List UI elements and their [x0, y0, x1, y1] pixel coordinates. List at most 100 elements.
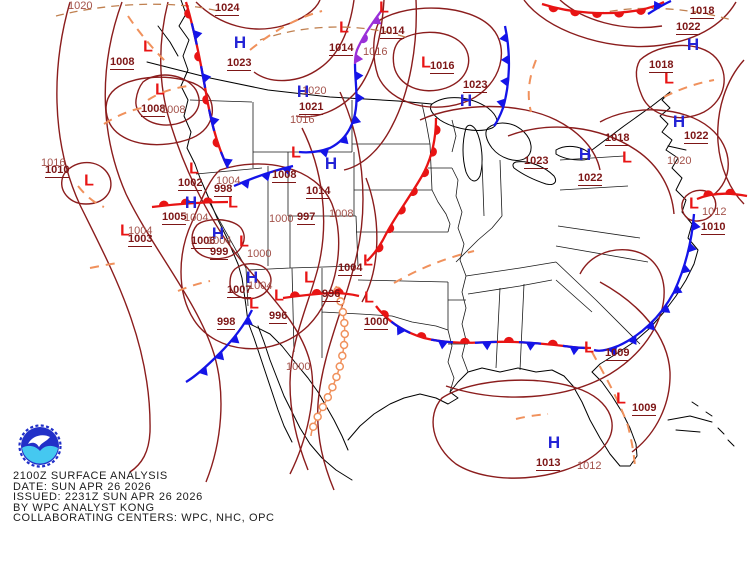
- front-pip-triangle: [437, 340, 448, 350]
- front-pip-semicircle: [635, 8, 646, 15]
- front-cold: [647, 0, 672, 15]
- front-pip-triangle: [660, 304, 671, 313]
- front-pip-triangle: [355, 71, 364, 81]
- isobar-line: [392, 31, 470, 92]
- isobar-line: [419, 105, 601, 171]
- front-pip-semicircle: [202, 197, 213, 203]
- analysis-line-1: 2100Z SURFACE ANALYSIS: [13, 470, 168, 482]
- front-pip-triangle: [339, 135, 349, 145]
- front-line: [593, 213, 696, 352]
- trough-line: [147, 85, 189, 101]
- front-line: [282, 291, 360, 300]
- dryline-scallop: [332, 372, 341, 382]
- analysis-line-2: DATE: SUN APR 26 2026: [13, 480, 152, 493]
- front-pip-semicircle: [202, 94, 209, 105]
- front-pip-triangle: [223, 158, 233, 168]
- isobar-line: [559, 0, 663, 29]
- front-pip-semicircle: [386, 223, 395, 234]
- isobar-line: [56, 1, 151, 473]
- long-island: [667, 145, 687, 151]
- front-pip-triangle: [496, 98, 506, 109]
- front-cold: [185, 309, 254, 383]
- front-pip-triangle: [525, 342, 536, 351]
- front-cold: [493, 25, 511, 127]
- front-pip-triangle: [607, 346, 618, 356]
- isobar-line: [253, 0, 355, 82]
- isobar-line: [432, 379, 613, 479]
- isobar-line: [361, 177, 378, 303]
- front-pip-semicircle: [311, 289, 322, 295]
- isobar-line: [104, 1, 222, 483]
- troughs-layer: [77, 10, 715, 468]
- front-pip-semicircle: [212, 137, 220, 148]
- dryline-scallop: [338, 307, 348, 317]
- coastline-gulf-california: [257, 325, 353, 481]
- front-pip-triangle: [500, 76, 509, 87]
- isobar-line: [195, 0, 321, 30]
- front-pip-triangle: [372, 15, 382, 25]
- front-pip-triangle: [230, 334, 240, 344]
- front-pip-triangle: [500, 54, 509, 65]
- dryline-scallop: [335, 362, 345, 371]
- coastline-gulf: [347, 367, 483, 441]
- front-pip-triangle: [214, 351, 225, 361]
- lake-michigan: [462, 124, 483, 182]
- dryline-scallop: [340, 329, 350, 339]
- front-pip-semicircle: [398, 205, 406, 215]
- front-pip-triangle: [281, 166, 292, 176]
- front-pip-triangle: [193, 30, 203, 40]
- isobar-line: [180, 163, 340, 350]
- isobar-line: [61, 161, 112, 205]
- noaa-gull-icon: [28, 435, 50, 447]
- front-pip-triangle: [354, 53, 364, 64]
- front-stationary: [375, 305, 592, 356]
- front-pip-triangle: [210, 116, 220, 127]
- front-pip-semicircle: [410, 186, 418, 197]
- front-pip-semicircle: [725, 188, 736, 195]
- front-pip-semicircle: [703, 190, 714, 197]
- front-pip-semicircle: [570, 10, 581, 17]
- isobar-line: [229, 263, 272, 300]
- isobar-line-dashed: [259, 26, 409, 41]
- isobar-line-dashed: [595, 7, 733, 21]
- isobar-line: [523, 0, 737, 48]
- isobar-line: [507, 126, 675, 215]
- front-pip-semicircle: [459, 337, 470, 343]
- lake-huron: [485, 122, 532, 161]
- front-pip-triangle: [202, 73, 212, 83]
- trough-line: [393, 250, 475, 284]
- isobar-line-dashed: [55, 3, 223, 17]
- front-warm: [151, 197, 229, 209]
- analysis-line-5: COLLABORATING CENTERS: WPC, NHC, OPC: [13, 512, 275, 525]
- front-pip-triangle: [240, 179, 250, 189]
- dryline-scallop: [318, 402, 328, 412]
- lake-ontario: [555, 145, 591, 161]
- trough-line: [527, 59, 537, 113]
- front-pip-semicircle: [194, 51, 201, 62]
- dryline-scallop: [336, 297, 345, 306]
- front-pip-semicircle: [375, 243, 384, 253]
- isobars-layer: [55, 0, 745, 491]
- front-pip-triangle: [627, 335, 637, 345]
- analysis-line-3: ISSUED: 2231Z SUN APR 26 2026: [13, 491, 203, 504]
- isobar-line: [135, 74, 200, 126]
- front-occluded: [353, 9, 383, 65]
- front-cold: [233, 164, 294, 189]
- front-warm: [696, 188, 748, 201]
- front-pip-triangle: [645, 321, 655, 331]
- front-pip-triangle: [396, 325, 406, 336]
- dryline-scallop: [328, 382, 337, 392]
- analysis-line-4: BY WPC ANALYST KONG: [13, 501, 155, 514]
- trough-line: [591, 351, 636, 468]
- front-pip-triangle: [569, 346, 580, 356]
- trough-line: [77, 185, 105, 208]
- front-line: [185, 309, 254, 383]
- front-pip-semicircle: [380, 310, 389, 319]
- front-warm: [282, 288, 360, 300]
- border-canada: [146, 61, 433, 105]
- dryline-scallop: [313, 412, 322, 421]
- isobar-line: [445, 249, 665, 398]
- isobar-line: [105, 76, 214, 146]
